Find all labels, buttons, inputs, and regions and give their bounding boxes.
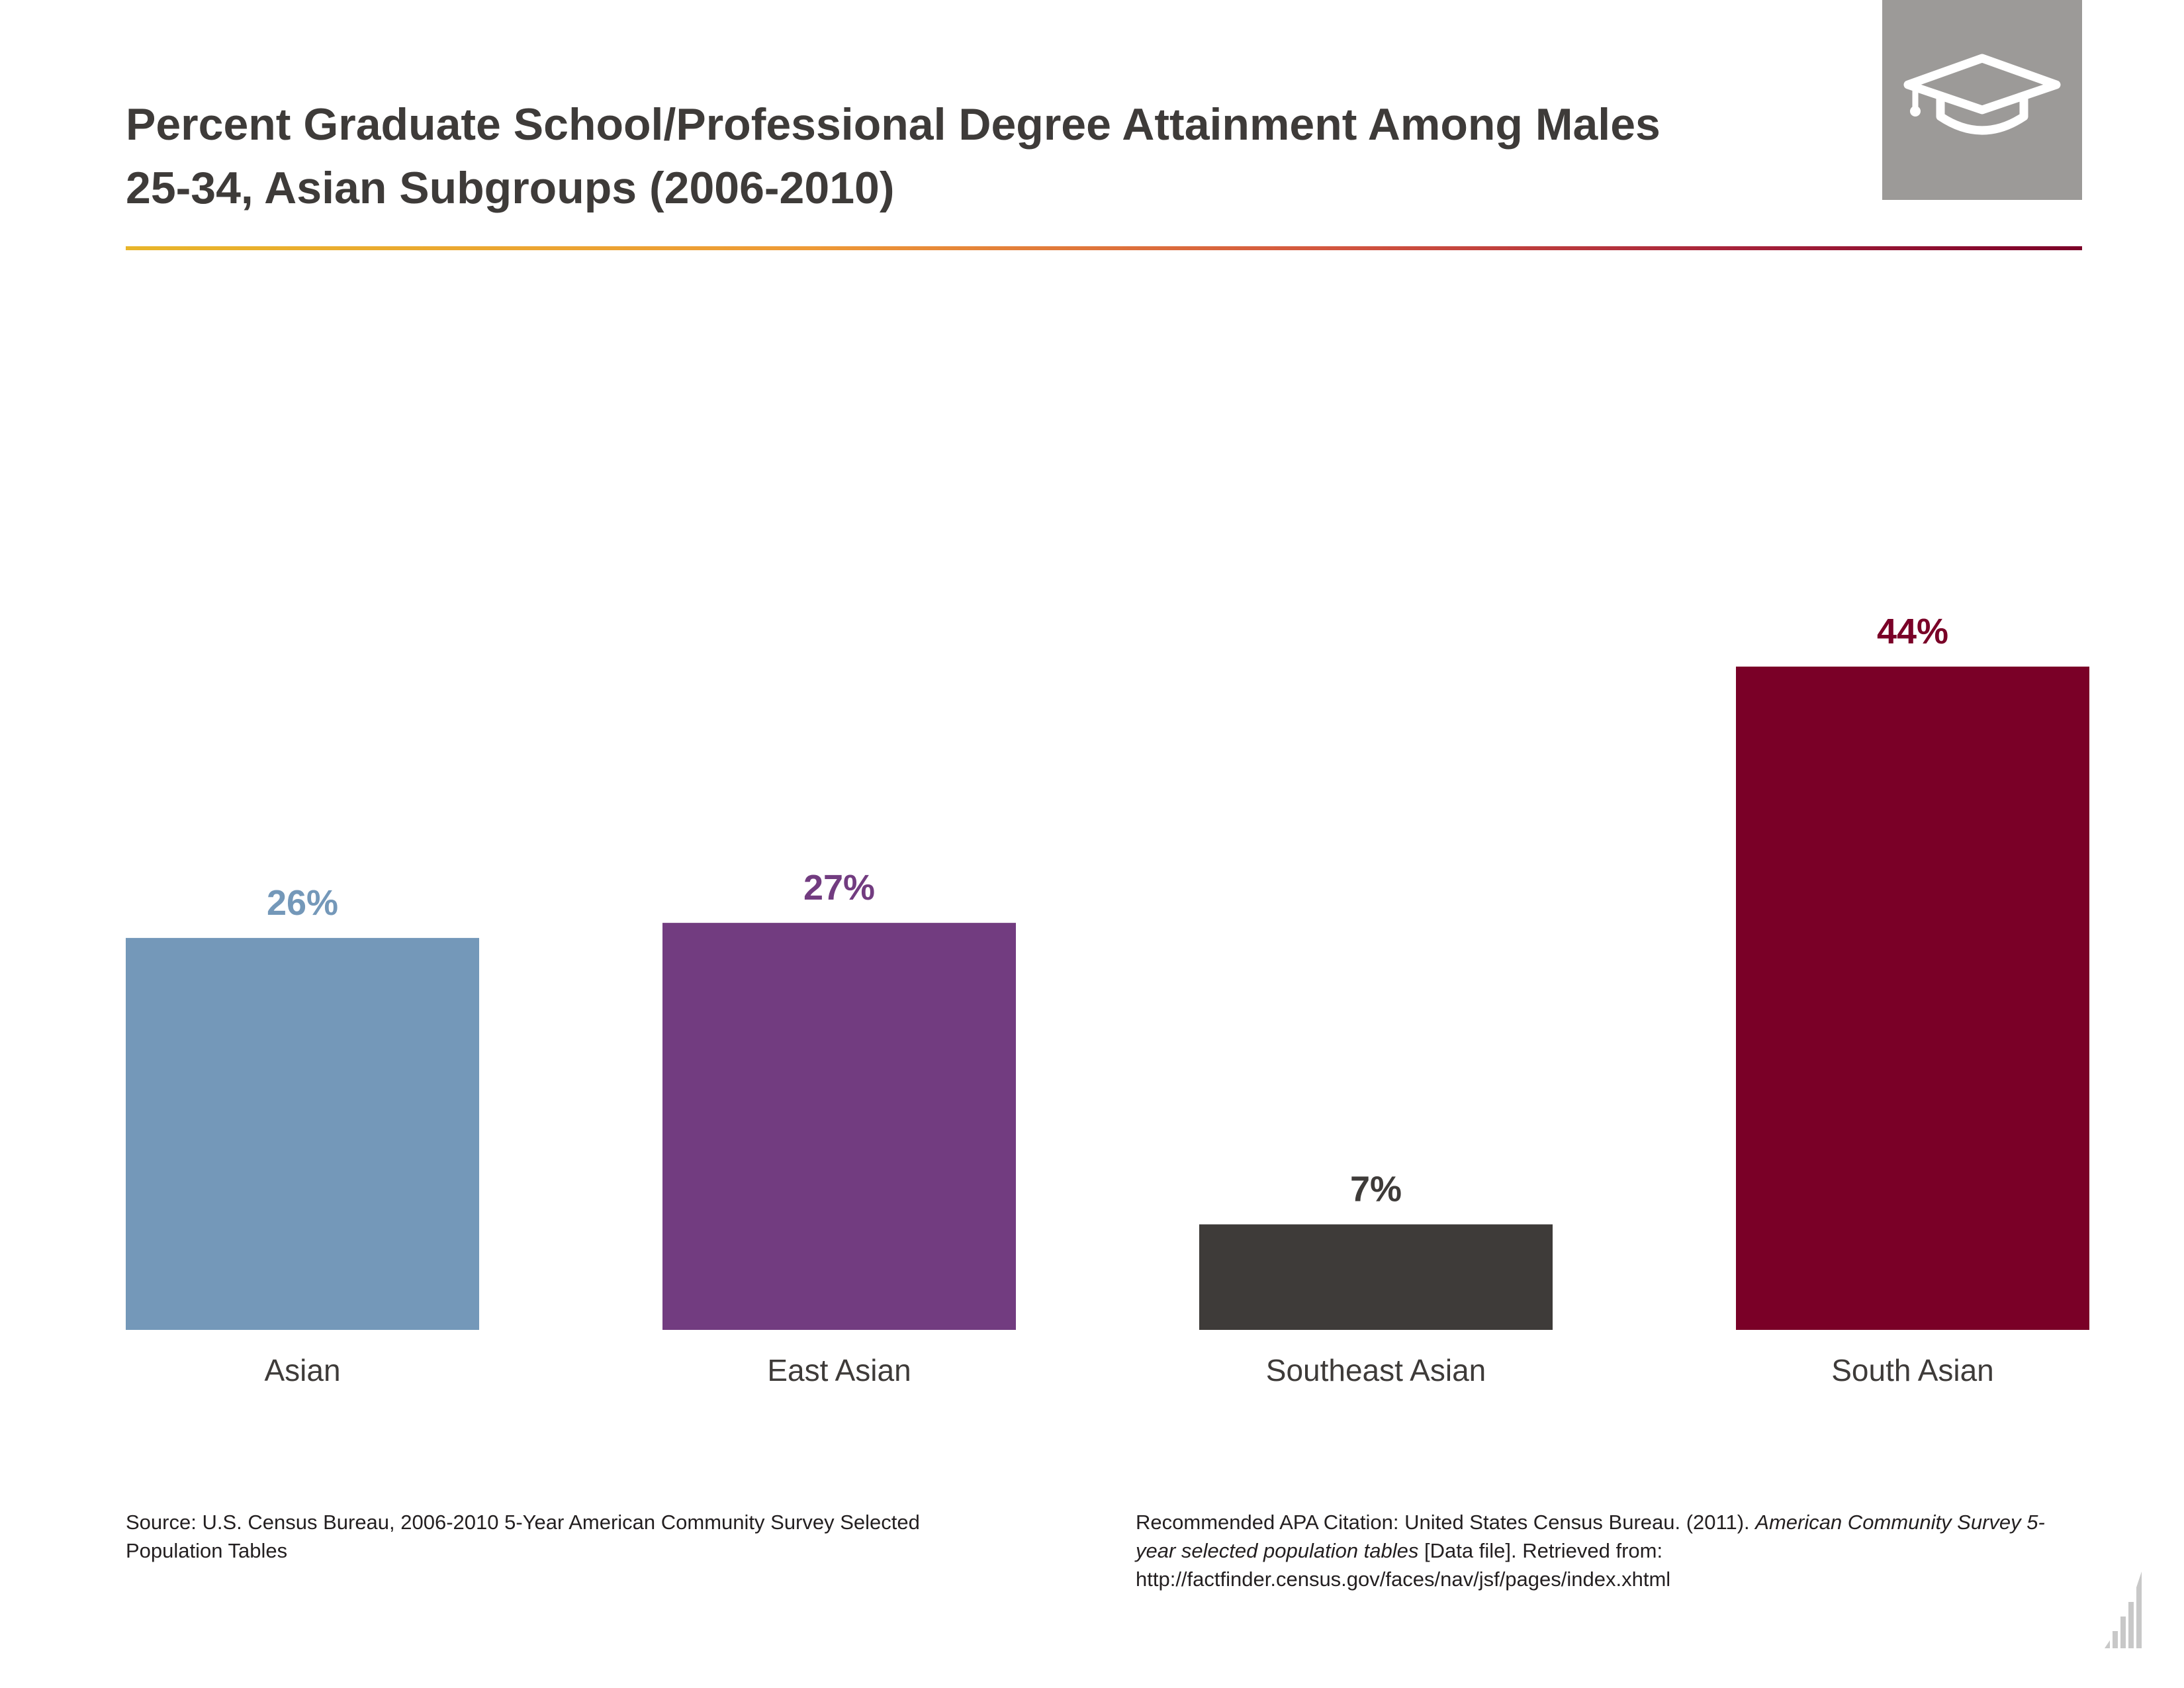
header-icon-box [1882,0,2082,200]
citation-note: Recommended APA Citation: United States … [1136,1508,2075,1593]
citation-prefix: Recommended APA Citation: United States … [1136,1511,1756,1534]
value-label-east-asian: 27% [803,868,875,908]
value-label-asian: 26% [267,883,338,923]
citation-suffix: [Data file]. Retrieved from: http://fact… [1136,1539,1671,1591]
chart-title-line-2: 25-34, Asian Subgroups (2006-2010) [126,163,895,213]
citation-title: American Community Survey 5-year selecte… [1136,1511,2045,1562]
value-label-south-asian: 44% [1877,612,1948,651]
chart-title: Percent Graduate School/Professional Deg… [126,93,1747,220]
source-note: Source: U.S. Census Bureau, 2006-2010 5-… [126,1511,920,1562]
bar-chart: 26% Asian 27% East Asian 7% Southeast Asian 44… [126,612,2089,1387]
category-label-asian: Asian [264,1353,340,1387]
category-label-south-asian: South Asian [1831,1353,1994,1387]
bar-asian [126,937,479,1330]
category-label-east-asian: East Asian [767,1353,911,1387]
value-label-southeast-asian: 7% [1350,1170,1402,1209]
bar-chart-logo-icon [2105,1571,2142,1648]
bar-east-asian [662,923,1016,1330]
title-divider [126,246,2082,250]
bar-south-asian [1736,667,2089,1330]
category-label-southeast-asian: Southeast Asian [1266,1353,1486,1387]
chart-title-line-1: Percent Graduate School/Professional Deg… [126,99,1661,150]
bar-southeast-asian [1199,1224,1553,1330]
graduation-cap-icon [1903,54,2061,135]
